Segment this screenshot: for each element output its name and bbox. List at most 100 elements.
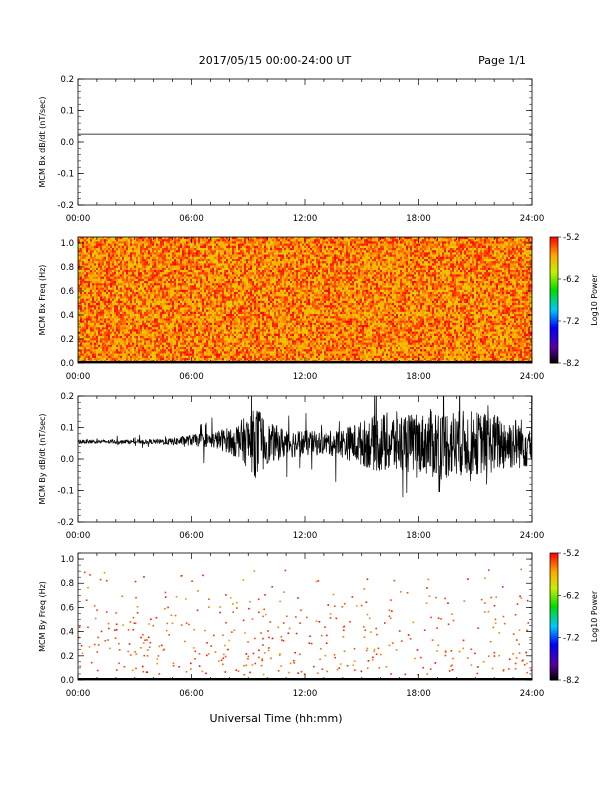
- heatmap-cell: [170, 256, 173, 260]
- heatmap-cell: [496, 248, 499, 251]
- heatmap-cell: [144, 267, 147, 271]
- heatmap-cell: [268, 283, 271, 286]
- heatmap-cell: [188, 256, 191, 260]
- heatmap-cell: [266, 272, 269, 275]
- heatmap-cell: [460, 267, 463, 271]
- heatmap-cell: [386, 248, 389, 251]
- heatmap-cell: [386, 274, 389, 277]
- heatmap-cell: [104, 243, 107, 246]
- heatmap-cell: [508, 276, 511, 279]
- heatmap-cell: [426, 241, 429, 244]
- heatmap-cell: [192, 256, 195, 260]
- heatmap-cell: [278, 248, 281, 251]
- heatmap-cell: [400, 256, 403, 260]
- heatmap-cell: [332, 243, 335, 246]
- heatmap-cell: [204, 261, 207, 264]
- heatmap-cell: [222, 278, 225, 282]
- heatmap-cell: [430, 267, 433, 271]
- heatmap-cell: [140, 252, 143, 255]
- heatmap-cell: [466, 245, 469, 249]
- heatmap-cell: [458, 263, 461, 266]
- heatmap-cell: [288, 267, 291, 271]
- heatmap-cell: [200, 276, 203, 279]
- heatmap-cell: [178, 274, 181, 277]
- heatmap-cell: [180, 252, 183, 255]
- heatmap-cell: [478, 274, 481, 277]
- heatmap-cell: [176, 265, 179, 268]
- heatmap-cell: [432, 252, 435, 255]
- heatmap-cell: [176, 237, 179, 240]
- heatmap-cell: [252, 265, 255, 268]
- heatmap-cell: [204, 276, 207, 279]
- heatmap-cell: [268, 274, 271, 277]
- heatmap-cell: [530, 243, 532, 246]
- heatmap-cell: [258, 270, 261, 273]
- heatmap-cell: [244, 274, 247, 277]
- heatmap-cell: [506, 250, 509, 253]
- heatmap-cell: [88, 248, 91, 251]
- heatmap-cell: [106, 272, 109, 275]
- heatmap-cell: [474, 274, 477, 277]
- heatmap-cell: [78, 254, 81, 257]
- heatmap-cell: [332, 272, 335, 275]
- heatmap-cell: [194, 259, 197, 262]
- heatmap-cell: [238, 254, 241, 257]
- heatmap-cell: [196, 252, 199, 255]
- heatmap-cell: [360, 281, 363, 284]
- heatmap-cell: [378, 259, 381, 262]
- heatmap-cell: [116, 272, 119, 275]
- heatmap-cell: [182, 278, 185, 282]
- heatmap-cell: [158, 281, 161, 284]
- heatmap-cell: [362, 259, 365, 262]
- heatmap-cell: [324, 237, 327, 240]
- heatmap-cell: [90, 245, 93, 249]
- heatmap-cell: [134, 274, 137, 277]
- heatmap-cell: [418, 248, 421, 251]
- heatmap-cell: [144, 241, 147, 244]
- heatmap-cell: [120, 248, 123, 251]
- heatmap-cell: [480, 270, 483, 273]
- heatmap-cell: [432, 256, 435, 260]
- heatmap-cell: [258, 283, 261, 286]
- heatmap-cell: [114, 270, 117, 273]
- heatmap-cell: [428, 278, 431, 282]
- heatmap-cell: [372, 254, 375, 257]
- heatmap-cell: [210, 261, 213, 264]
- heatmap-cell: [266, 278, 269, 282]
- heatmap-cell: [398, 250, 401, 253]
- heatmap-cell: [158, 256, 161, 260]
- heatmap-cell: [296, 248, 299, 251]
- heatmap-cell: [136, 256, 139, 260]
- heatmap-cell: [242, 263, 245, 266]
- heatmap-cell: [140, 245, 143, 249]
- plot-frame: [77, 78, 533, 206]
- heatmap-cell: [458, 274, 461, 277]
- heatmap-cell: [484, 278, 487, 282]
- heatmap-cell: [290, 274, 293, 277]
- heatmap-cell: [190, 265, 193, 268]
- heatmap-cell: [388, 243, 391, 246]
- heatmap-cell: [478, 276, 481, 279]
- heatmap-cell: [378, 270, 381, 273]
- heatmap-cell: [280, 267, 283, 271]
- heatmap-cell: [224, 250, 227, 253]
- heatmap-cell: [238, 248, 241, 251]
- heatmap-cell: [244, 270, 247, 273]
- heatmap-cell: [218, 245, 221, 249]
- heatmap-cell: [368, 256, 371, 260]
- heatmap-cell: [506, 265, 509, 268]
- heatmap-cell: [354, 270, 357, 273]
- heatmap-cell: [78, 256, 81, 260]
- heatmap-cell: [182, 254, 185, 257]
- heatmap-cell: [124, 241, 127, 244]
- heatmap-cell: [84, 256, 87, 260]
- heatmap-cell: [492, 250, 495, 253]
- heatmap-cell: [174, 272, 177, 275]
- heatmap-cell: [328, 265, 331, 268]
- heatmap-cell: [142, 267, 145, 271]
- heatmap-cell: [142, 237, 145, 240]
- heatmap-cell: [372, 241, 375, 244]
- heatmap-cell: [192, 241, 195, 244]
- heatmap-cell: [420, 243, 423, 246]
- heatmap-cell: [136, 250, 139, 253]
